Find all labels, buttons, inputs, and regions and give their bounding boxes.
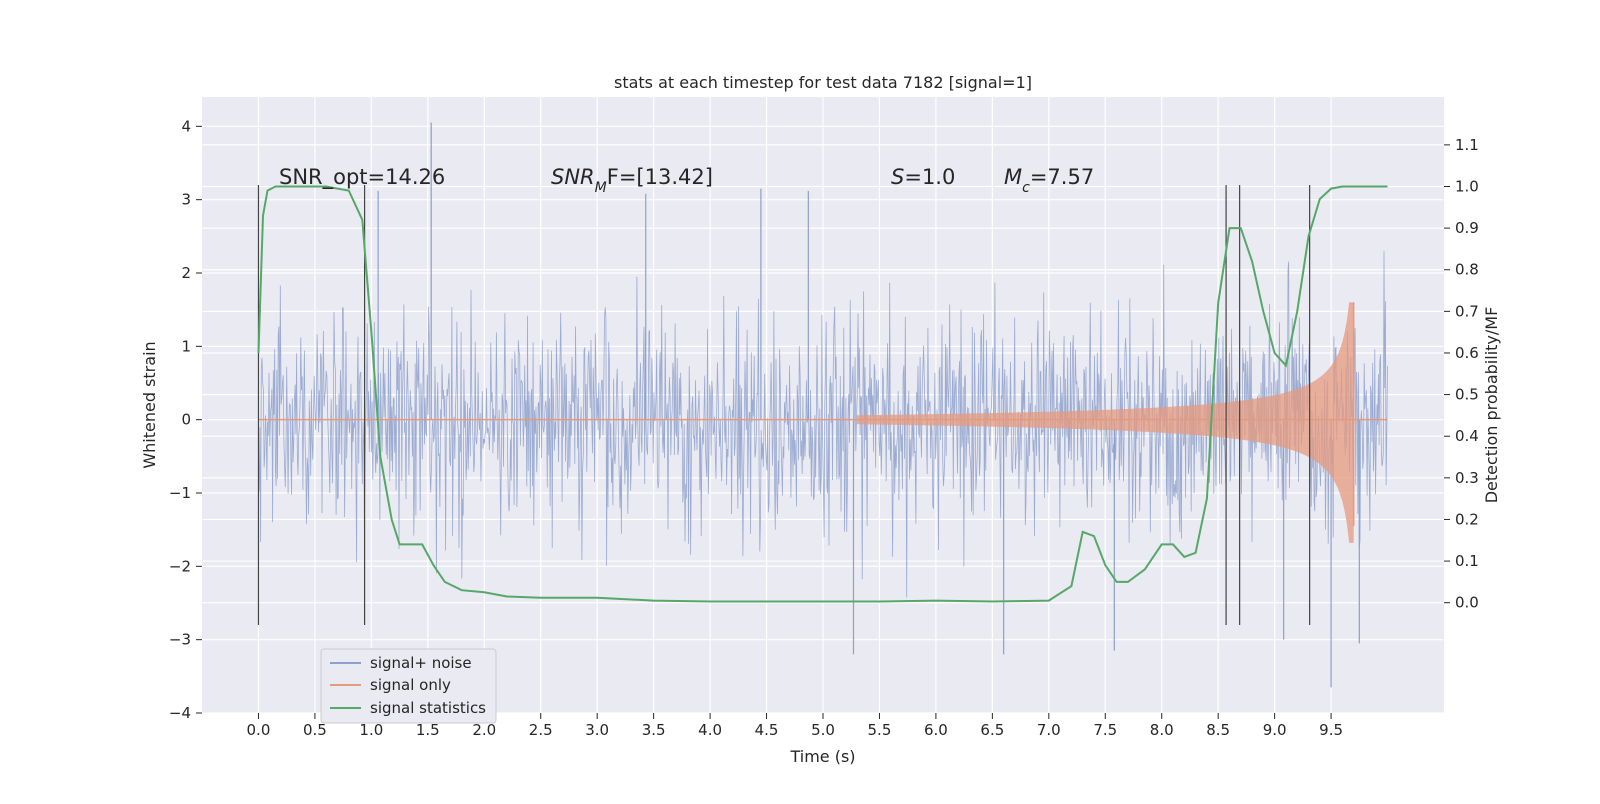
axis-layer: 0.0 0.5 1.0 1.5 2.0 2.5 3.0 3.5 4.0 4.5 5.0 5.5 6.0 6…	[169, 117, 1479, 739]
y-tick-label-right: 0.2	[1455, 510, 1479, 528]
y-tick-label-right: 0.0	[1455, 594, 1479, 612]
y-tick-label-right: 1.1	[1455, 136, 1479, 154]
chart-title: stats at each timestep for test data 718…	[614, 73, 1032, 92]
y-tick-label-left: −4	[169, 704, 191, 722]
x-tick-label: 4.5	[755, 721, 779, 739]
y-tick-label-right: 0.9	[1455, 219, 1479, 237]
legend-label-noise: signal+ noise	[370, 654, 472, 672]
annotation-mc: Mc=7.57	[1004, 165, 1094, 196]
annotation-layer: SNR_opt=14.26 SNRMF=[13.42] S=1.0 Mc=7.5…	[279, 165, 1094, 196]
signal-statistics-series	[257, 185, 1388, 603]
legend-label-stats: signal statistics	[370, 699, 486, 717]
y-tick-label-right: 0.6	[1455, 344, 1479, 362]
y-tick-label-right: 0.4	[1455, 427, 1479, 445]
x-axis-label: Time (s)	[789, 747, 855, 766]
x-tick-label: 0.5	[303, 721, 327, 739]
x-tick-label: 4.0	[698, 721, 722, 739]
x-tick-label: 6.0	[924, 721, 948, 739]
signal-only-series	[258, 302, 1388, 543]
y-tick-label-left: 2	[181, 264, 191, 282]
y-tick-label-right: 1.0	[1455, 177, 1479, 195]
x-tick-label: 5.0	[811, 721, 835, 739]
y-tick-label-left: −3	[169, 631, 191, 649]
legend-box	[320, 648, 497, 724]
y-tick-label-right: 0.1	[1455, 552, 1479, 570]
legend: signal+ noise signal only signal statist…	[320, 648, 497, 724]
x-tick-label: 3.0	[585, 721, 609, 739]
y-axis-label-right: Detection probability/MF	[1482, 307, 1501, 504]
x-tick-label: 7.5	[1093, 721, 1117, 739]
x-tick-label: 7.0	[1037, 721, 1061, 739]
x-tick-label: 8.5	[1206, 721, 1230, 739]
legend-label-signal: signal only	[370, 676, 451, 694]
x-tick-label: 1.5	[416, 721, 440, 739]
x-tick-label: 9.5	[1319, 721, 1343, 739]
y-tick-label-right: 0.5	[1455, 386, 1479, 404]
y-tick-label-right: 0.3	[1455, 469, 1479, 487]
x-tick-label: 9.0	[1263, 721, 1287, 739]
annotation-snr-mf: SNRMF=[13.42]	[551, 165, 713, 196]
x-tick-label: 8.0	[1150, 721, 1174, 739]
y-tick-label-left: −1	[169, 484, 191, 502]
x-tick-label: 5.5	[868, 721, 892, 739]
x-tick-label: 0.0	[247, 721, 271, 739]
y-tick-label-left: 4	[181, 117, 191, 135]
x-tick-label: 1.0	[359, 721, 383, 739]
x-tick-label: 2.0	[472, 721, 496, 739]
y-tick-label-left: 0	[181, 411, 191, 429]
x-tick-label: 6.5	[980, 721, 1004, 739]
annotation-snr-opt: SNR_opt=14.26	[279, 165, 445, 190]
signal-chirp-envelope	[856, 302, 1354, 543]
x-tick-label: 3.5	[642, 721, 666, 739]
y-tick-label-left: 1	[181, 337, 191, 355]
y-tick-label-right: 0.8	[1455, 261, 1479, 279]
y-tick-label-left: 3	[181, 191, 191, 209]
y-tick-label-right: 0.7	[1455, 302, 1479, 320]
y-axis-label-left: Whitened strain	[140, 341, 159, 468]
y-tick-label-left: −2	[169, 557, 191, 575]
annotation-s: S=1.0	[891, 165, 955, 189]
x-tick-label: 2.5	[529, 721, 553, 739]
signal-statistics-line	[257, 185, 1388, 603]
